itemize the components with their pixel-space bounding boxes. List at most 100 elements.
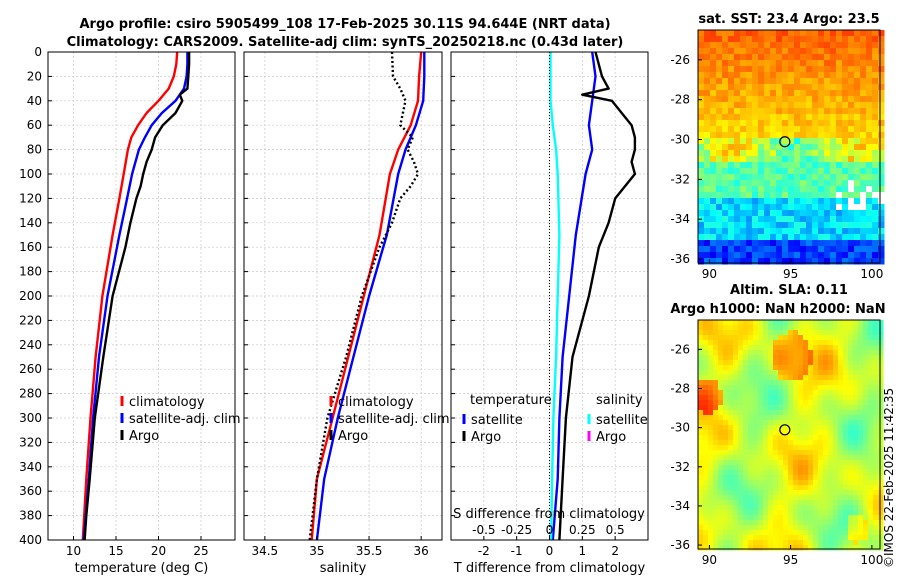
sla_map-cell [873,535,879,541]
sst_map-cell [824,258,831,265]
sst_map-cell [854,162,861,169]
sla_map-cell [753,335,759,341]
sla_map-cell [718,440,724,446]
sla_map-cell [738,350,744,356]
sst_map-cell [752,132,759,139]
sla_map-cell [858,435,864,441]
sla_map-cell [828,490,834,496]
sla_map-cell [833,525,839,531]
sla_map-cell [698,370,704,376]
sla_map-cell [783,475,789,481]
sla_map-cell [758,460,764,466]
sla_map-cell [858,485,864,491]
sla_map-cell [813,365,819,371]
sla_map-cell [708,410,714,416]
sst_map-cell [782,216,789,223]
sst_map-cell [854,234,861,241]
sst_map-cell [860,228,867,235]
sst_map-cell [794,102,801,109]
sla_map-cell [848,345,854,351]
sst_map-cell [848,210,855,217]
sla_map-cell [783,335,789,341]
sst_map-cell [794,36,801,43]
sst_map-cell [872,60,879,67]
sst_map-cell [854,60,861,67]
sst_map-cell [806,258,813,265]
sla_map-cell [733,510,739,516]
sst_map-cell [824,114,831,121]
sst_map-cell [866,168,873,175]
sst_map-cell [716,186,723,193]
sla_map-cell [853,535,859,541]
sst_map-cell [704,174,711,181]
sla_map-cell [848,530,854,536]
sla_map-cell [853,400,859,406]
sst_map-cell [704,66,711,73]
sla_map-cell [738,395,744,401]
sst_map-cell [872,126,879,133]
sla_map-cell [803,350,809,356]
sla_map-cell [848,350,854,356]
sst_map-cell [752,108,759,115]
sla_map-cell [753,325,759,331]
sst_map-cell [734,42,741,49]
sst_map-cell [812,132,819,139]
sla_map-cell [758,330,764,336]
sla_map-cell [828,350,834,356]
sst_map-cell [842,258,849,265]
sla_map-cell [848,545,854,551]
sla_map-cell [783,345,789,351]
sla_map-cell [793,355,799,361]
sla_map-cell [823,360,829,366]
sst_map-cell [740,216,747,223]
sst_map-cell [848,36,855,43]
sla_map-cell [763,470,769,476]
sla_map-cell [863,420,869,426]
sst_map-cell [860,84,867,91]
sst_map-cell [806,222,813,229]
sla_map-cell [778,465,784,471]
sla_map-cell [708,375,714,381]
sla_map-cell [748,330,754,336]
sla_map-cell [863,385,869,391]
sla_map-cell [713,400,719,406]
sst_map-cell [752,90,759,97]
sla_map-cell [863,515,869,521]
sla_map-cell [798,470,804,476]
sla_map-cell [753,465,759,471]
sla_map-cell [713,405,719,411]
sst_map-cell [872,186,879,193]
sla_map-cell [863,325,869,331]
sla_map-cell [763,530,769,536]
sst_map-cell [854,180,861,187]
sst_map-cell [860,48,867,55]
sla_map-cell [823,470,829,476]
sst_map-cell [752,36,759,43]
sla_map-cell [783,455,789,461]
sla_map-cell [778,330,784,336]
sla_map-cell [808,360,814,366]
sst_map-cell [788,222,795,229]
sst_map-cell [872,132,879,139]
sst_map-cell [752,180,759,187]
sst_map-cell [782,246,789,253]
sst_map-cell [842,222,849,229]
sst_map-cell [698,246,705,253]
sst_map-cell [734,186,741,193]
sst_map-cell [734,156,741,163]
sla_map-cell [733,440,739,446]
sla_map-cell [863,530,869,536]
difference-xtick-label: 0 [546,544,554,558]
sst_map-cell [872,30,879,37]
sst_map-cell [722,72,729,79]
sla_map-cell [828,470,834,476]
sst_map-cell [782,132,789,139]
sla_map-cell [793,400,799,406]
sla_map-cell [733,405,739,411]
sst_map-cell [806,30,813,37]
sla_map-cell [803,455,809,461]
sla_map-cell [803,480,809,486]
sla_map-cell [838,390,844,396]
sla_map-cell [828,485,834,491]
sla_map-cell [843,370,849,376]
